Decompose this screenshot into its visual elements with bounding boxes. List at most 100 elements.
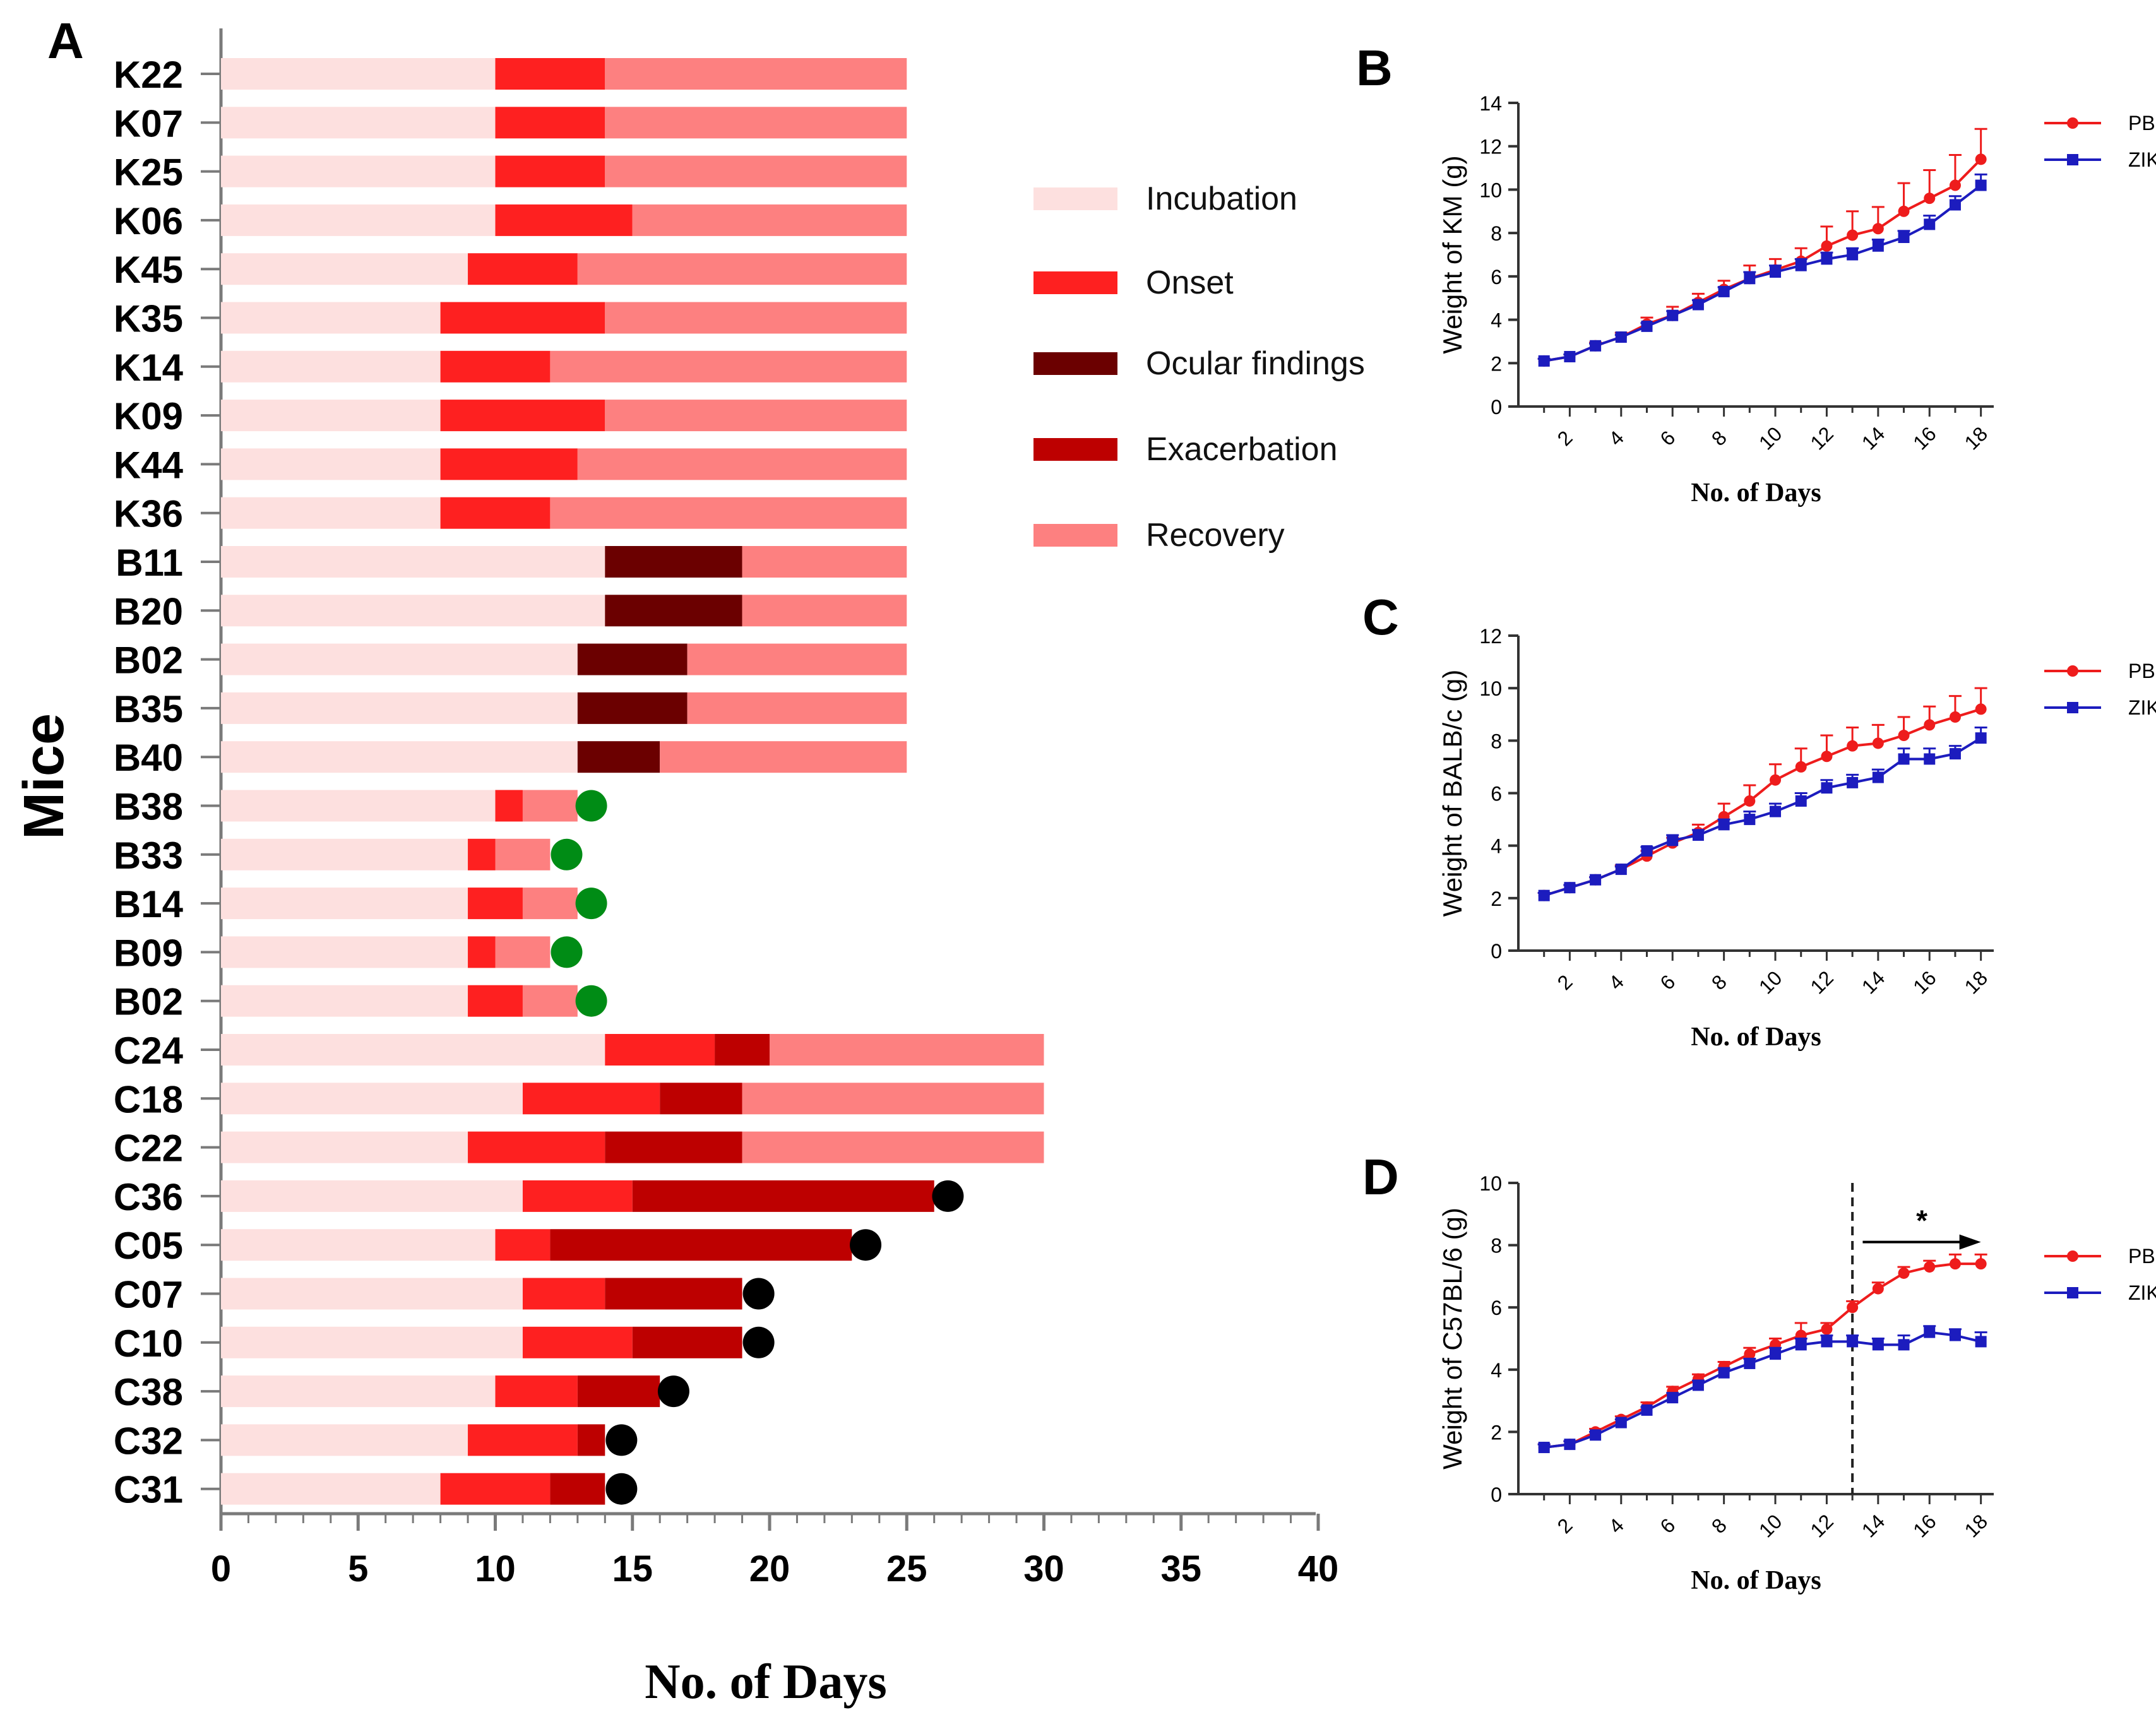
x-tick-label: 12 — [1806, 966, 1838, 999]
data-point — [1847, 229, 1859, 241]
x-tick-label: 10 — [1754, 966, 1787, 999]
bar-segment-incubation — [221, 1375, 496, 1408]
series-line — [1544, 158, 1982, 362]
data-point — [1692, 829, 1704, 841]
data-point — [1667, 309, 1679, 321]
x-tick-label: 18 — [1960, 422, 1992, 454]
mouse-label: B11 — [116, 542, 183, 584]
x-tick-label: 4 — [1604, 1514, 1628, 1538]
bar-segment-ocular — [577, 741, 660, 773]
bar-segment-recovery — [770, 1034, 1044, 1066]
y-tick-label: 2 — [1491, 1421, 1502, 1444]
data-point — [1872, 771, 1884, 783]
data-point — [1744, 273, 1756, 285]
panel-b: B 0 2 4 6 8 10 12 14 2 4 6 8 10 12 14 16 18 No. of Days We… — [1356, 40, 2156, 508]
data-point — [1538, 889, 1550, 901]
series-line — [1544, 1262, 1981, 1449]
bar-segment-recovery — [687, 692, 907, 724]
bar-segment-onset — [468, 838, 496, 870]
bar-segment-incubation — [221, 1083, 523, 1115]
data-point — [1949, 1258, 1961, 1270]
data-point — [1872, 1283, 1884, 1295]
bar-segment-recovery — [632, 204, 907, 236]
bar-segment-onset — [440, 350, 551, 383]
legend-label: PBS — [2128, 660, 2156, 682]
bar-row: K35 — [114, 298, 907, 340]
data-point — [1898, 1339, 1910, 1351]
data-point — [1847, 1336, 1859, 1348]
death-dot — [932, 1180, 964, 1212]
bar-segment-incubation — [221, 692, 578, 724]
bar-segment-onset — [495, 107, 605, 139]
bar-segment-incubation — [221, 595, 605, 627]
data-point — [1949, 1329, 1961, 1341]
data-point — [1770, 774, 1782, 786]
y-tick-label: 4 — [1491, 835, 1502, 858]
data-point — [1564, 1439, 1576, 1451]
series-zikv — [1537, 1325, 1987, 1454]
y-tick-label: 8 — [1491, 222, 1502, 245]
bar-segment-recovery — [577, 448, 907, 480]
y-axis-label: Weight of C57BL/6 (g) — [1438, 1208, 1467, 1470]
data-point — [1615, 331, 1627, 343]
bar-segment-incubation — [221, 985, 468, 1017]
legend-label: Exacerbation — [1146, 431, 1338, 468]
data-point — [1847, 249, 1859, 261]
data-point — [1615, 864, 1627, 876]
mouse-label: C32 — [114, 1420, 183, 1462]
legend-item-pbs: PBS — [2044, 112, 2156, 134]
data-point — [1744, 795, 1756, 807]
bar-row: C24 — [114, 1030, 1044, 1072]
bar-segment-incubation — [221, 58, 496, 90]
bar-segment-incubation — [221, 888, 468, 920]
panel-c: C 0 2 4 6 8 10 12 2 4 6 8 10 12 14 16 18 No. of Days Weig… — [1362, 589, 2156, 1052]
bar-row: C10 — [114, 1322, 775, 1365]
bar-segment-onset — [495, 1375, 578, 1408]
bar-segment-onset — [468, 888, 523, 920]
mouse-label: K14 — [114, 347, 184, 389]
bar-segment-incubation — [221, 643, 578, 675]
legend-swatch — [1033, 524, 1117, 547]
data-point — [1770, 266, 1782, 278]
bar-row: B14 — [114, 883, 607, 925]
bar-row: C38 — [114, 1371, 689, 1413]
series-line — [1544, 737, 1982, 897]
bar-segment-recovery — [550, 497, 907, 529]
bar-segment-onset — [495, 1229, 551, 1261]
data-point — [1975, 179, 1987, 191]
x-tick-label: 4 — [1604, 426, 1628, 450]
bar-segment-onset — [440, 1473, 551, 1505]
data-point — [1641, 1404, 1653, 1416]
series-pbs — [1537, 1253, 1987, 1454]
mouse-label: C10 — [114, 1322, 183, 1365]
y-tick-label: 2 — [1491, 888, 1502, 910]
data-point — [1795, 1339, 1807, 1351]
legend-item-onset: Onset — [1033, 264, 1234, 301]
data-point — [1924, 1326, 1936, 1338]
panel-d-letter: D — [1362, 1149, 1399, 1205]
bar-segment-incubation — [221, 448, 441, 480]
legend-item-ocular: Ocular findings — [1033, 345, 1365, 382]
bar-segment-recovery — [495, 936, 551, 968]
bar-row: B20 — [114, 590, 907, 632]
y-tick-label: 6 — [1491, 783, 1502, 805]
data-point — [1872, 240, 1884, 252]
x-tick-label: 16 — [1909, 966, 1941, 999]
bar-segment-onset — [495, 155, 605, 187]
y-tick-label: 8 — [1491, 1235, 1502, 1257]
x-tick-label: 30 — [1023, 1548, 1064, 1589]
bar-segment-recovery — [522, 985, 578, 1017]
bar-segment-recovery — [605, 302, 907, 334]
data-point — [1949, 199, 1961, 211]
bar-segment-exacerbation — [605, 1131, 742, 1163]
bar-row: K22 — [114, 54, 907, 96]
x-tick-label: 0 — [211, 1548, 231, 1589]
bar-segment-exacerbation — [577, 1424, 605, 1456]
legend-label: Incubation — [1146, 181, 1297, 217]
y-axis-label: Weight of KM (g) — [1438, 155, 1467, 353]
data-point — [1924, 753, 1936, 765]
bar-segment-recovery — [605, 58, 907, 90]
x-tick-label: 6 — [1655, 970, 1679, 994]
mouse-label: B33 — [114, 834, 183, 877]
